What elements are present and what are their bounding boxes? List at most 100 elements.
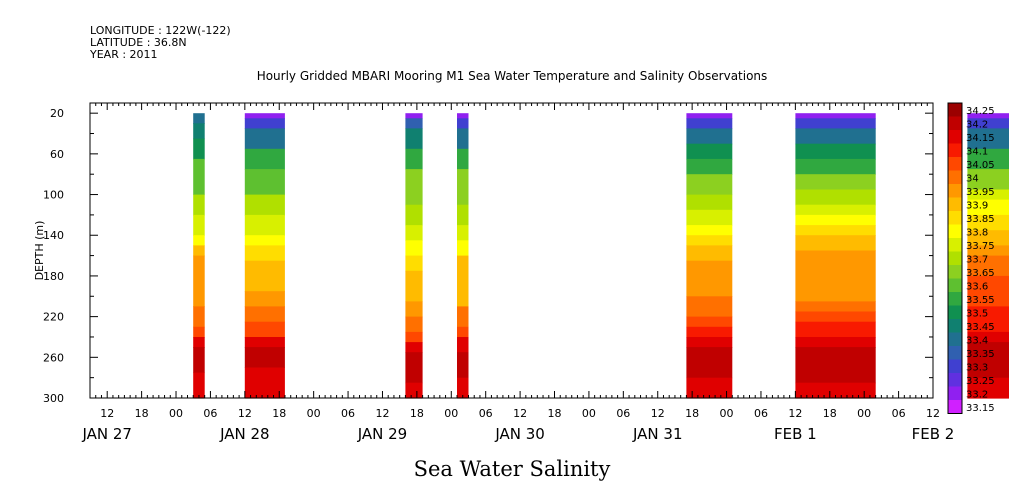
salinity-cell bbox=[967, 275, 1009, 307]
salinity-cell bbox=[686, 113, 733, 119]
salinity-cell bbox=[795, 204, 876, 216]
salinity-cell bbox=[244, 260, 285, 292]
y-tick-label: 60 bbox=[50, 148, 64, 161]
x-date-label: FEB 1 bbox=[774, 425, 817, 443]
colorbar-swatch bbox=[948, 278, 962, 292]
salinity-cell bbox=[405, 382, 423, 399]
salinity-cell bbox=[795, 337, 876, 348]
colorbar-swatch bbox=[948, 143, 962, 157]
x-tick-label: 18 bbox=[548, 407, 562, 420]
salinity-cell bbox=[795, 158, 876, 175]
salinity-cell bbox=[686, 118, 733, 130]
colorbar-label: 34.25 bbox=[966, 106, 995, 117]
salinity-cell bbox=[686, 235, 733, 246]
salinity-cell bbox=[457, 128, 469, 150]
colorbar-label: 33.7 bbox=[966, 254, 988, 265]
x-tick-label: 06 bbox=[341, 407, 355, 420]
salinity-cell bbox=[967, 342, 1009, 379]
x-tick-label: 18 bbox=[685, 407, 699, 420]
x-date-label: JAN 29 bbox=[357, 425, 408, 443]
salinity-cell bbox=[405, 113, 423, 119]
colorbar-label: 33.55 bbox=[966, 295, 995, 306]
salinity-cell bbox=[967, 118, 1009, 130]
salinity-cell bbox=[193, 372, 205, 399]
salinity-cell bbox=[795, 189, 876, 206]
year-label: YEAR : 2011 bbox=[90, 48, 158, 61]
colorbar-label: 33.6 bbox=[966, 281, 988, 292]
salinity-cell bbox=[193, 245, 205, 257]
x-date-label: JAN 27 bbox=[81, 425, 132, 443]
salinity-cell bbox=[795, 214, 876, 226]
salinity-cell bbox=[457, 169, 469, 206]
colorbar-label: 33.75 bbox=[966, 241, 995, 252]
salinity-cell bbox=[193, 306, 205, 328]
colorbar-swatch bbox=[948, 386, 962, 400]
colorbar-swatch bbox=[948, 184, 962, 198]
salinity-cell bbox=[686, 143, 733, 160]
colorbar-swatch bbox=[948, 305, 962, 319]
salinity-cell bbox=[193, 214, 205, 236]
x-date-label: JAN 31 bbox=[632, 425, 683, 443]
salinity-cell bbox=[967, 113, 1009, 119]
salinity-cell bbox=[193, 326, 205, 338]
y-tick-label: 300 bbox=[43, 392, 64, 405]
x-tick-label: 18 bbox=[823, 407, 837, 420]
x-tick-label: 06 bbox=[203, 407, 217, 420]
x-tick-label: 12 bbox=[375, 407, 389, 420]
salinity-cell bbox=[244, 148, 285, 170]
x-tick-label: 12 bbox=[513, 407, 527, 420]
salinity-cell bbox=[795, 321, 876, 338]
salinity-cell bbox=[244, 113, 285, 119]
salinity-cell bbox=[686, 158, 733, 175]
y-axis-label: DEPTH (m) bbox=[33, 221, 46, 281]
y-tick-label: 140 bbox=[43, 229, 64, 242]
x-tick-label: 06 bbox=[616, 407, 630, 420]
colorbar-swatch bbox=[948, 265, 962, 279]
latitude-label: LATITUDE : 36.8N bbox=[90, 36, 187, 49]
salinity-cell bbox=[967, 306, 1009, 333]
salinity-cell bbox=[967, 214, 1009, 231]
salinity-cell bbox=[405, 128, 423, 150]
colorbar-label: 33.25 bbox=[966, 376, 995, 387]
x-tick-label: 06 bbox=[479, 407, 493, 420]
colorbar-label: 34.05 bbox=[966, 160, 995, 171]
salinity-cell bbox=[686, 347, 733, 379]
colorbar-swatch bbox=[948, 332, 962, 346]
colorbar-label: 33.9 bbox=[966, 200, 988, 211]
salinity-cell bbox=[967, 377, 1009, 399]
salinity-cell bbox=[457, 306, 469, 328]
x-tick-label: 06 bbox=[892, 407, 906, 420]
plot-frame bbox=[89, 102, 934, 399]
salinity-cell bbox=[457, 204, 469, 226]
colorbar-label: 33.35 bbox=[966, 349, 995, 360]
salinity-cell bbox=[795, 113, 876, 119]
colorbar-swatch bbox=[948, 400, 962, 414]
salinity-cell bbox=[795, 174, 876, 191]
salinity-cell bbox=[686, 174, 733, 196]
salinity-cell bbox=[967, 230, 1009, 247]
x-axis-label: Sea Water Salinity bbox=[414, 457, 611, 481]
x-tick-label: 00 bbox=[444, 407, 458, 420]
salinity-cell bbox=[795, 128, 876, 145]
x-tick-label: 00 bbox=[169, 407, 183, 420]
salinity-cell bbox=[193, 138, 205, 160]
salinity-cell bbox=[244, 128, 285, 150]
salinity-cell bbox=[405, 342, 423, 353]
y-tick-label: 220 bbox=[43, 311, 64, 324]
colorbar-label: 34 bbox=[966, 173, 979, 184]
colorbar-label: 33.2 bbox=[966, 389, 988, 400]
salinity-cell bbox=[457, 255, 469, 308]
salinity-cell bbox=[244, 321, 285, 338]
colorbar-swatch bbox=[948, 116, 962, 130]
colorbar-swatch bbox=[948, 346, 962, 360]
salinity-cell bbox=[686, 316, 733, 328]
x-tick-label: 12 bbox=[238, 407, 252, 420]
colorbar-label: 34.2 bbox=[966, 119, 988, 130]
salinity-cell bbox=[193, 194, 205, 216]
salinity-cell bbox=[795, 301, 876, 313]
salinity-cell bbox=[405, 225, 423, 241]
colorbar-swatch bbox=[948, 157, 962, 171]
colorbar-label: 33.8 bbox=[966, 227, 988, 238]
colorbar-swatch bbox=[948, 103, 962, 117]
salinity-cell bbox=[795, 250, 876, 302]
